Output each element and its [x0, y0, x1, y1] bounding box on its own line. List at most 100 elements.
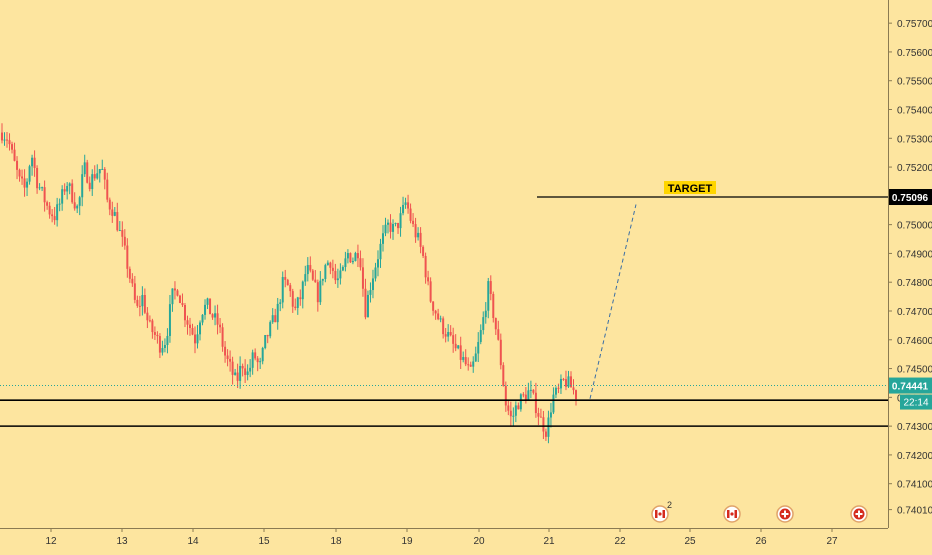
candle-body: [264, 335, 267, 349]
candle-body: [281, 277, 284, 303]
candle-body: [113, 212, 116, 216]
candle-body: [188, 324, 191, 328]
candle-body: [88, 182, 91, 190]
time-tick-label: 25: [684, 536, 696, 547]
candle-body: [116, 212, 119, 231]
candle-body: [419, 232, 422, 247]
target-price-tag: [889, 189, 932, 206]
candle-body: [186, 320, 189, 325]
flag-cross: [858, 510, 860, 518]
candle-body: [66, 185, 69, 192]
candle-body: [361, 267, 364, 289]
candle-body: [402, 204, 405, 214]
candle-body: [494, 318, 497, 330]
projection-line[interactable]: [589, 204, 637, 399]
candle-body: [294, 306, 297, 308]
candle-body: [48, 205, 51, 215]
candle-body: [101, 168, 104, 170]
candle-body: [314, 279, 317, 283]
candle-body: [274, 315, 277, 323]
candle-body: [289, 285, 292, 292]
candle-body: [527, 390, 530, 401]
candle-body: [474, 353, 477, 362]
candle-body: [81, 174, 84, 198]
candle-body: [442, 318, 445, 335]
candle-body: [346, 253, 349, 259]
candle-body: [141, 295, 144, 307]
price-tick-label: 0.75500: [897, 77, 932, 88]
candle-body: [11, 144, 14, 150]
candle-body: [364, 288, 367, 318]
candle-body: [136, 299, 139, 306]
candle-body: [106, 179, 109, 200]
candle-body: [221, 327, 224, 347]
candle-body: [61, 189, 64, 204]
candle-body: [33, 157, 36, 168]
time-tick-label: 27: [826, 536, 838, 547]
candle-body: [409, 208, 412, 221]
candle-body: [166, 335, 169, 346]
candle-body: [131, 278, 134, 284]
time-tick-label: 20: [473, 536, 485, 547]
candle-body: [111, 209, 114, 216]
candle-body: [261, 348, 264, 362]
candle-body: [392, 224, 395, 232]
candle-body: [201, 314, 204, 323]
candle-body: [517, 405, 520, 410]
candle-body: [8, 140, 11, 145]
candle-body: [329, 262, 332, 268]
candle-body: [389, 222, 392, 232]
candle-body: [121, 230, 124, 237]
candle-body: [492, 293, 495, 319]
candle-body: [487, 281, 490, 311]
candle-body: [291, 291, 294, 307]
flag-cross: [784, 510, 786, 518]
candle-body: [399, 213, 402, 229]
candle-body: [429, 281, 432, 302]
candle-body: [559, 378, 562, 389]
candle-body: [499, 339, 502, 366]
maple-leaf: [730, 512, 734, 516]
candle-body: [31, 157, 34, 167]
candle-body: [171, 288, 174, 305]
candle-body: [168, 304, 171, 336]
candle-body: [351, 260, 354, 263]
candle-body: [199, 322, 202, 335]
candle-body: [462, 357, 465, 360]
candle-body: [334, 270, 337, 281]
candle-body: [502, 365, 505, 386]
candle-body: [507, 405, 510, 411]
candle-body: [569, 376, 572, 388]
candle-body: [309, 265, 312, 271]
candle-body: [422, 246, 425, 256]
candle-body: [133, 283, 136, 300]
target-label: TARGET: [668, 183, 713, 195]
candle-body: [397, 223, 400, 229]
candle-body: [118, 230, 121, 232]
flag-band: [734, 510, 737, 518]
candle-body: [151, 320, 154, 333]
price-tick-label: 0.74500: [897, 365, 932, 376]
target-price-tag-label: 0.75096: [892, 193, 929, 204]
candle-body: [354, 253, 357, 261]
candle-body: [21, 176, 24, 179]
candle-body: [344, 258, 347, 268]
candle-body: [439, 318, 442, 320]
candle-body: [384, 224, 387, 234]
candle-body: [434, 310, 437, 314]
candle-body: [424, 255, 427, 278]
candle-body: [301, 281, 304, 300]
price-tick-label: 0.74800: [897, 278, 932, 289]
candle-body: [209, 298, 212, 315]
candle-body: [146, 312, 149, 321]
candle-body: [477, 341, 480, 354]
candle-body: [138, 305, 141, 307]
candle-body: [216, 313, 219, 325]
candle-body: [53, 216, 56, 221]
flag-band: [662, 510, 665, 518]
candle-body: [196, 334, 199, 344]
price-tick-label: 0.75000: [897, 221, 932, 232]
target-label-box: [664, 181, 716, 195]
